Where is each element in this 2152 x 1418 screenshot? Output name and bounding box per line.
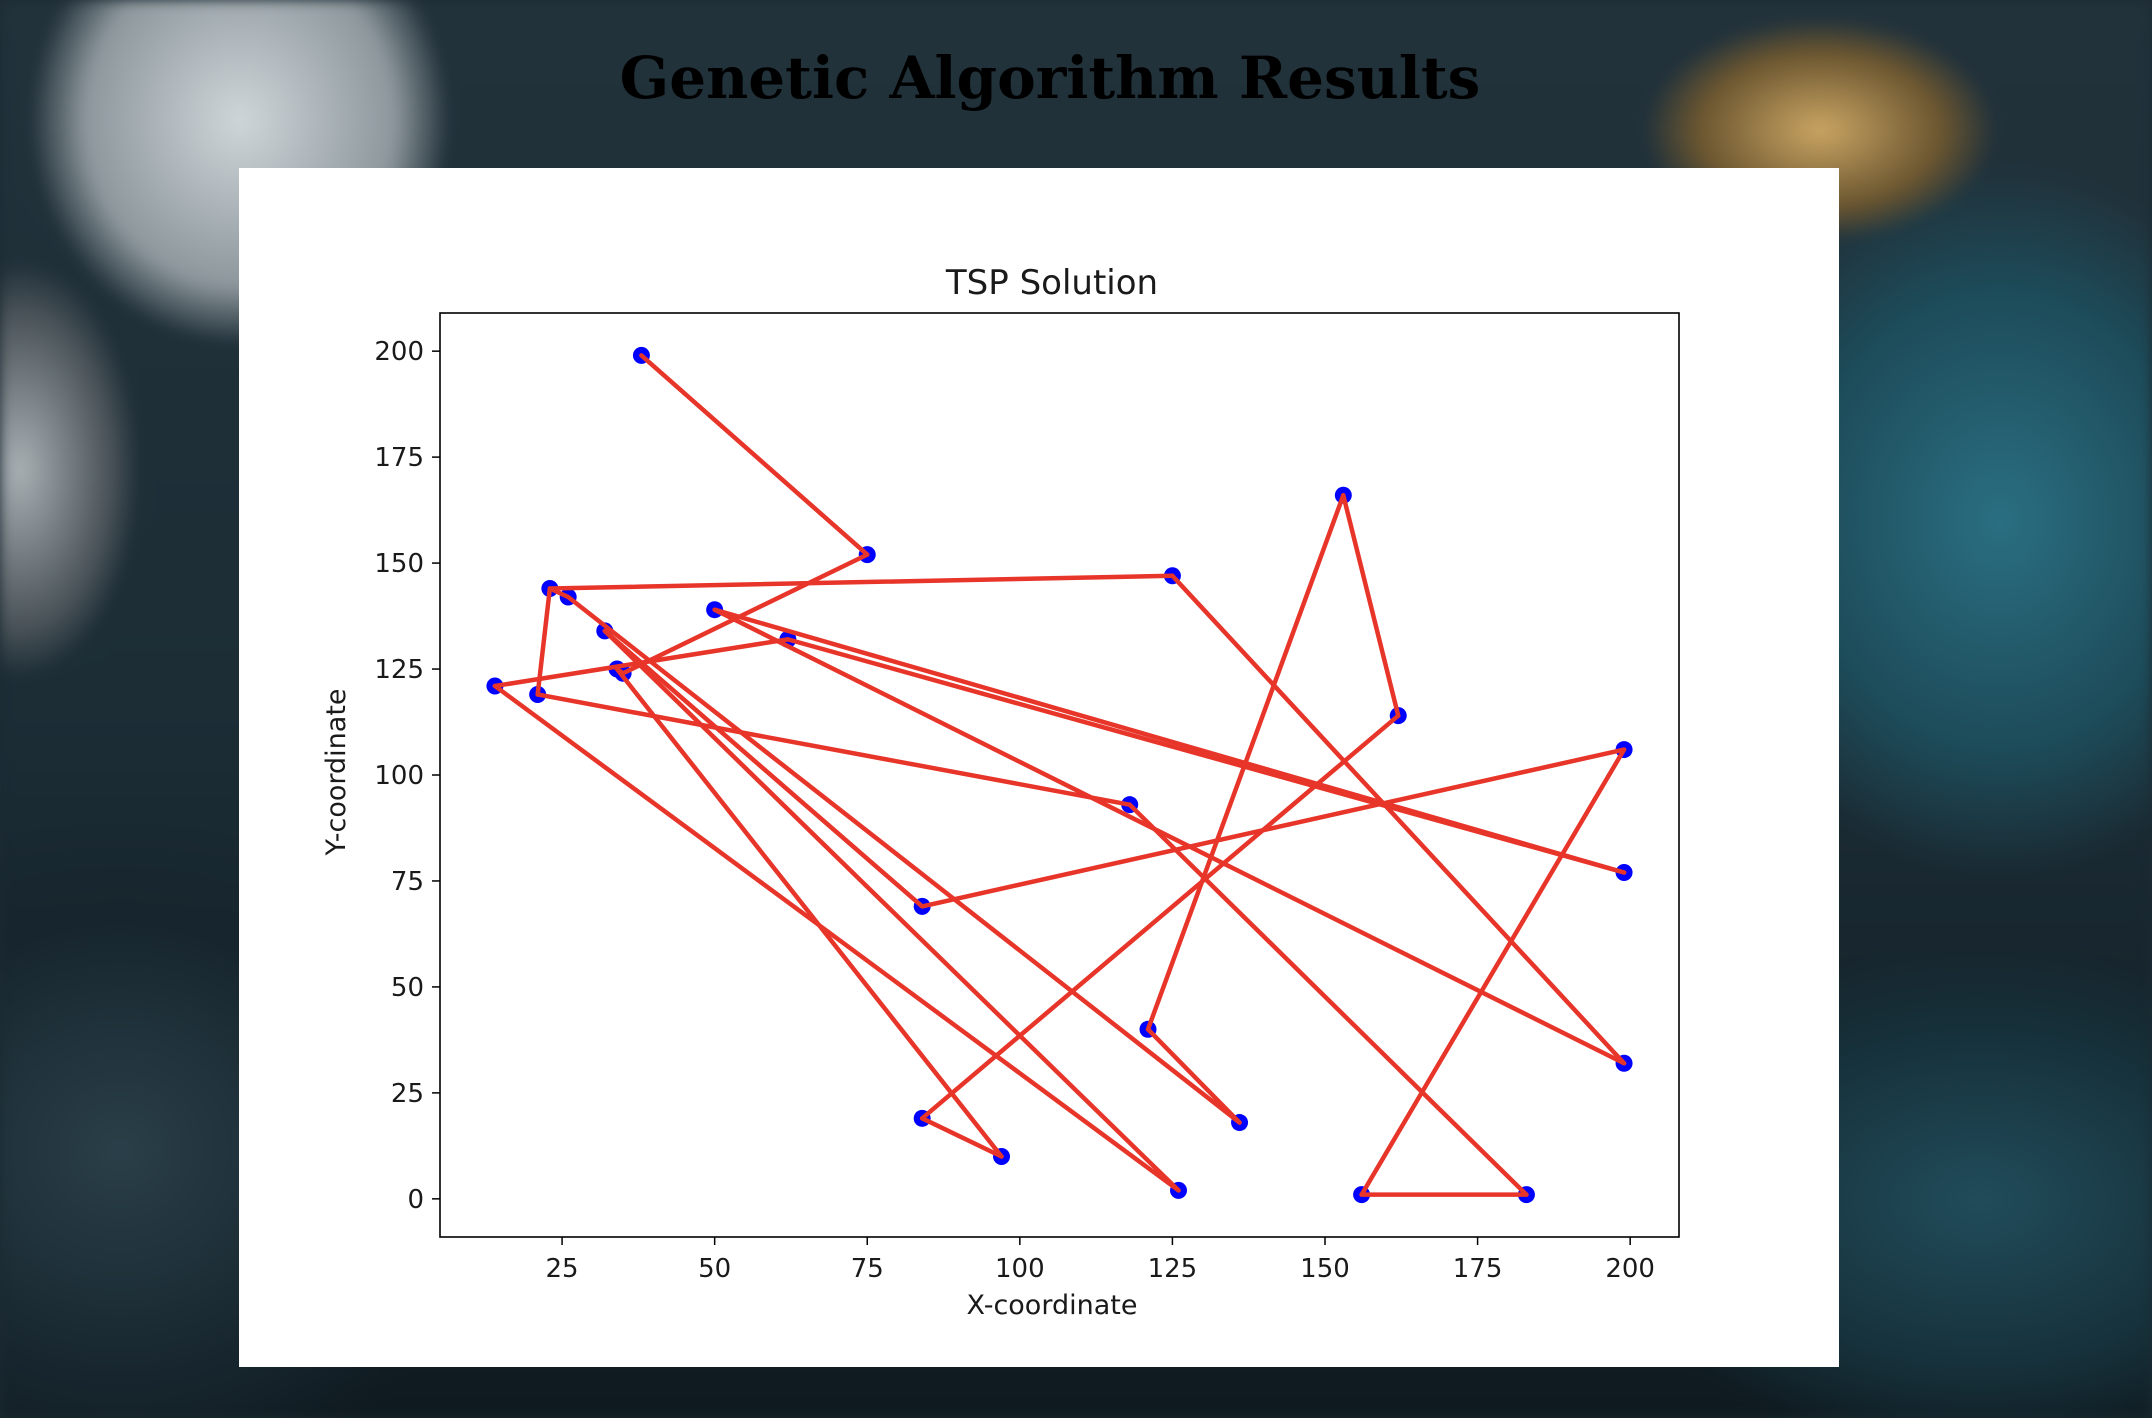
x-tick-label: 100 <box>995 1254 1045 1284</box>
tour-segment <box>712 607 1627 1066</box>
y-tick-label: 100 <box>374 761 424 791</box>
x-tick-label: 75 <box>851 1254 884 1284</box>
y-axis-label: Y-coordinate <box>321 688 352 856</box>
tour-segment <box>492 683 1181 1193</box>
plot-image: TSP Solution X-coordinate Y-coordinate 2… <box>239 168 1839 1367</box>
tsp-chart: TSP Solution X-coordinate Y-coordinate 2… <box>321 263 1680 1321</box>
x-tick-label: 50 <box>698 1254 731 1284</box>
y-tick-label: 200 <box>374 337 424 367</box>
x-tick-label: 25 <box>546 1254 579 1284</box>
tour-segment <box>1145 1027 1242 1125</box>
y-tick-label: 175 <box>374 443 424 473</box>
tour-segment <box>620 552 870 676</box>
x-tick-label: 125 <box>1148 1254 1198 1284</box>
x-tick-label: 150 <box>1300 1254 1350 1284</box>
y-tick-label: 125 <box>374 655 424 685</box>
plot-frame <box>439 312 1680 1238</box>
tour-segment <box>614 666 1004 1159</box>
y-tick-label: 75 <box>391 867 424 897</box>
tour-segment <box>1170 573 1627 1066</box>
tour-segment <box>547 573 1175 591</box>
tour-segment <box>1127 802 1529 1197</box>
plot-area: 25 50 75 100 125 150 175 200 0 25 50 75 100 125 150 175… <box>374 312 1680 1284</box>
tour-segment <box>1359 747 1627 1197</box>
chart-title: TSP Solution <box>945 263 1158 303</box>
tour-segment <box>535 586 553 697</box>
x-tick-label: 200 <box>1605 1254 1655 1284</box>
tour-segment <box>639 353 870 557</box>
tour-segment <box>1341 493 1401 718</box>
tour-segment <box>565 594 1242 1125</box>
tour-segment <box>919 747 1627 909</box>
y-tick-label: 50 <box>391 973 424 1003</box>
tour-segment <box>785 637 1627 875</box>
y-tick-label: 150 <box>374 549 424 579</box>
tour-segment <box>919 1116 1004 1159</box>
y-tick-label: 25 <box>391 1079 424 1109</box>
tour-segment <box>602 628 925 909</box>
x-axis-label: X-coordinate <box>967 1290 1138 1321</box>
page-title: Genetic Algorithm Results <box>619 44 1481 112</box>
tour-segment <box>602 628 1181 1193</box>
x-tick-label: 175 <box>1453 1254 1503 1284</box>
tour-segment <box>535 692 1132 807</box>
y-tick-label: 0 <box>407 1185 424 1215</box>
